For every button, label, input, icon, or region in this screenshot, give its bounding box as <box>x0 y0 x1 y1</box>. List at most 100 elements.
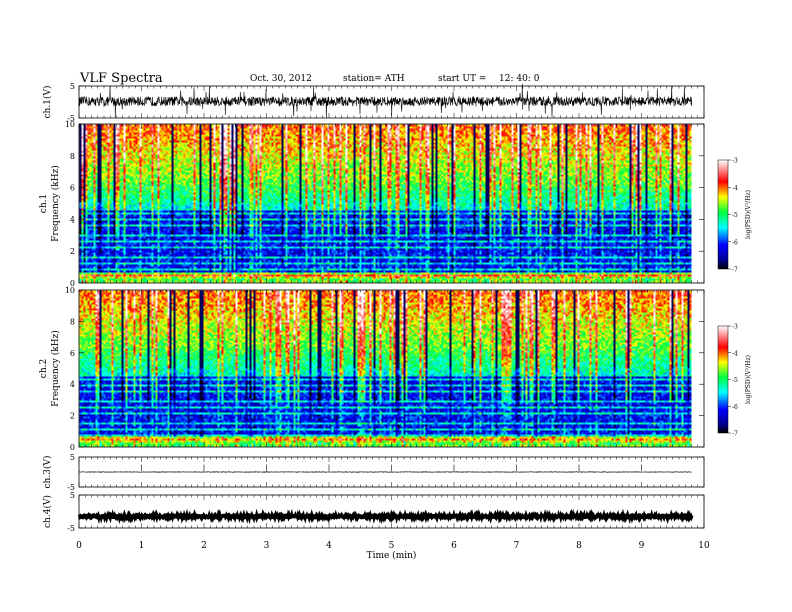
ch1-spectrogram-cell <box>598 141 600 143</box>
ch1-spectrogram-cell <box>308 145 310 147</box>
ch1-spectrogram-cell <box>296 125 298 127</box>
ch1-spectrogram-cell <box>252 131 254 133</box>
ch1-spectrogram-cell <box>440 135 442 137</box>
ch1-spectrogram-cell <box>606 139 608 141</box>
ch1-spectrogram-cell <box>444 139 446 141</box>
ch1-spectrogram-cell <box>226 139 228 141</box>
ch1-spectrogram-cell <box>638 153 640 155</box>
ch1-spectrogram-cell <box>292 129 294 131</box>
ch1-spectrogram-cell <box>290 139 292 141</box>
ch1-spectrogram-cell <box>690 145 692 147</box>
ch1-spectrogram-cell <box>164 125 166 127</box>
ch1-spectrogram-cell <box>652 149 654 151</box>
ch1-spectrogram-cell <box>92 137 94 139</box>
ch1-spectrogram-cell <box>174 125 176 127</box>
ch1-spectrogram-cell <box>130 139 132 141</box>
ch1-spectrogram-cell <box>376 141 378 143</box>
ch1-spectrogram-cell <box>406 125 408 127</box>
ch1-spectrogram-cell <box>560 147 562 149</box>
ch1-spectrogram-cell <box>182 141 184 143</box>
ch1-spectrogram-cell <box>110 131 112 133</box>
ch1-spectrogram-cell <box>594 127 596 129</box>
ch1-spectrogram-cell <box>496 139 498 141</box>
ch1-spectrogram-cell <box>618 147 620 149</box>
ch1-spectrogram-cell <box>100 153 102 155</box>
ch1-spectrogram-cell <box>326 153 328 155</box>
ch1-spectrogram-cell <box>524 129 526 131</box>
ch1-spectrogram-cell <box>264 139 266 141</box>
ch1-spectrogram-cell <box>142 147 144 149</box>
ch1-spectrogram-cell <box>522 153 524 155</box>
ch1-spectrogram-cell <box>472 135 474 137</box>
ch1-spectrogram-cell <box>452 133 454 135</box>
ch1-spectrogram-cell <box>374 125 376 127</box>
ch1-spectrogram-cell <box>254 149 256 151</box>
ch1-spectrogram-cell <box>526 153 528 155</box>
ch1-spectrogram-cell <box>300 139 302 141</box>
ch1-spectrogram-cell <box>146 127 148 129</box>
ch1-spectrogram-cell <box>494 145 496 147</box>
ch1-spectrogram-cell <box>344 147 346 149</box>
ch1-spectrogram-cell <box>622 127 624 129</box>
ch1-spectrogram-cell <box>386 145 388 147</box>
ch1-spectrogram-cell <box>526 149 528 151</box>
ch1-spectrogram-cell <box>340 127 342 129</box>
ch1-spectrogram-cell <box>432 151 434 153</box>
ch1-spectrogram-cell <box>412 131 414 133</box>
ch1-spectrogram-cell <box>522 147 524 149</box>
ch1-spectrogram-cell <box>192 125 194 127</box>
ch1-spectrogram-cell <box>280 143 282 145</box>
ch1-spectrogram-cell <box>598 153 600 155</box>
ch1-spectrogram-cell <box>408 137 410 139</box>
ch1-spectrogram-cell <box>226 153 228 155</box>
ch1-spectrogram-cell <box>558 135 560 137</box>
ch1-spectrogram-cell <box>272 133 274 135</box>
ch1-spectrogram-cell <box>362 151 364 153</box>
ch1-spectrogram-cell <box>546 125 548 127</box>
ch1-spectrogram-cell <box>344 133 346 135</box>
ch1-spectrogram-cell <box>220 141 222 143</box>
ch1-spectrogram-cell <box>672 141 674 143</box>
ch1-spectrogram-cell <box>504 153 506 155</box>
ch1-spectrogram-cell <box>422 141 424 143</box>
ch1-spectrogram-cell <box>502 125 504 127</box>
ch1-spectrogram-cell <box>246 133 248 135</box>
ch1-spectrogram-cell <box>332 131 334 133</box>
ch1-spectrogram-cell <box>294 147 296 149</box>
ch1-spectrogram-cell <box>354 151 356 153</box>
ch1-spectrogram-cell <box>500 151 502 153</box>
ch1-spectrogram-cell <box>428 133 430 135</box>
ch1-spectrogram-cell <box>286 129 288 131</box>
ch1-spectrogram-cell <box>332 133 334 135</box>
ch1-spectrogram-cell <box>168 133 170 135</box>
ch1-spectrogram-cell <box>542 129 544 131</box>
ch1-spectrogram-cell <box>492 127 494 129</box>
ch1-spectrogram-cell <box>234 153 236 155</box>
ch1-spectrogram-cell <box>538 137 540 139</box>
ch1-spectrogram-cell <box>134 145 136 147</box>
ch1-spectrogram-cell <box>284 141 286 143</box>
ch1-spectrogram-cell <box>250 135 252 137</box>
ch1-spectrogram-cell <box>136 141 138 143</box>
ch1-spectrogram-cell <box>534 147 536 149</box>
ch1-spectrogram-cell <box>512 147 514 149</box>
ch1-spectrogram-cell <box>484 127 486 129</box>
ch1-spectrogram-cell <box>380 127 382 129</box>
ch1-spectrogram-cell <box>228 153 230 155</box>
ch1-spectrogram-cell <box>396 143 398 145</box>
ch1-spectrogram-cell <box>660 153 662 155</box>
ch1-spectrogram-cell <box>344 141 346 143</box>
ch1-spectrogram-cell <box>94 153 96 155</box>
ch1-spectrogram-cell <box>272 131 274 133</box>
ch1-spectrogram-cell <box>288 143 290 145</box>
ch1-spectrogram-cell <box>200 129 202 131</box>
ch1-spectrogram-cell <box>554 139 556 141</box>
ch1-spectrogram-cell <box>514 145 516 147</box>
ch1-spectrogram-cell <box>686 145 688 147</box>
ch1-spectrogram-cell <box>472 153 474 155</box>
ch1-spectrogram-cell <box>170 135 172 137</box>
ch1-spectrogram-cell <box>300 131 302 133</box>
ch1-spectrogram-cell <box>610 137 612 139</box>
ch1-spectrogram-cell <box>234 139 236 141</box>
ch1-spectrogram-cell <box>84 149 86 151</box>
